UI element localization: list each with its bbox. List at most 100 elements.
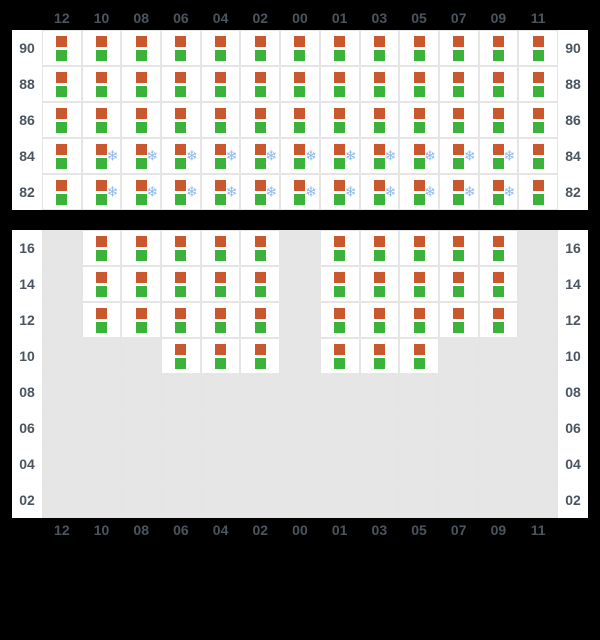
slot-cell[interactable] [439, 302, 479, 338]
slot-cell[interactable] [360, 230, 400, 266]
slot-cell[interactable] [82, 102, 122, 138]
slot-cell[interactable] [42, 66, 82, 102]
slot-cell[interactable] [360, 302, 400, 338]
slot-cell[interactable]: ❄ [320, 138, 360, 174]
slot-cell[interactable] [360, 66, 400, 102]
slot-cell[interactable] [82, 30, 122, 66]
slot-cell[interactable]: ❄ [240, 138, 280, 174]
slot-cell[interactable] [121, 266, 161, 302]
slot-cell[interactable] [121, 102, 161, 138]
slot-cell[interactable] [360, 338, 400, 374]
slot-cell[interactable] [479, 30, 519, 66]
slot-cell[interactable] [360, 102, 400, 138]
slot-cell[interactable] [518, 174, 558, 210]
slot-cell[interactable]: ❄ [399, 138, 439, 174]
slot-cell[interactable] [518, 138, 558, 174]
slot-cell[interactable] [399, 66, 439, 102]
slot-cell[interactable]: ❄ [240, 174, 280, 210]
slot-cell[interactable] [280, 102, 320, 138]
slot-cell[interactable]: ❄ [82, 138, 122, 174]
slot-cell[interactable] [121, 230, 161, 266]
slot-cell[interactable] [240, 266, 280, 302]
slot-cell[interactable]: ❄ [360, 174, 400, 210]
slot-cell[interactable]: ❄ [439, 174, 479, 210]
slot-cell[interactable] [82, 66, 122, 102]
slot-cell[interactable] [360, 30, 400, 66]
slot-cell[interactable] [201, 266, 241, 302]
slot-cell[interactable] [201, 302, 241, 338]
slot-cell[interactable]: ❄ [439, 138, 479, 174]
slot-cell[interactable] [161, 102, 201, 138]
slot-cell[interactable] [161, 302, 201, 338]
slot-cell[interactable]: ❄ [399, 174, 439, 210]
slot-cell[interactable] [399, 102, 439, 138]
slot-cell[interactable] [280, 66, 320, 102]
slot-cell[interactable] [280, 30, 320, 66]
slot-cell[interactable] [320, 230, 360, 266]
slot-cell[interactable] [320, 30, 360, 66]
slot-cell[interactable]: ❄ [479, 174, 519, 210]
slot-cell[interactable]: ❄ [161, 138, 201, 174]
slot-cell[interactable] [399, 230, 439, 266]
slot-cell[interactable] [201, 102, 241, 138]
slot-cell[interactable] [42, 30, 82, 66]
slot-cell[interactable] [320, 266, 360, 302]
slot-cell[interactable]: ❄ [320, 174, 360, 210]
slot-cell[interactable] [82, 230, 122, 266]
slot-cell[interactable] [121, 30, 161, 66]
slot-cell[interactable] [201, 230, 241, 266]
slot-cell[interactable]: ❄ [201, 138, 241, 174]
slot-cell[interactable] [201, 338, 241, 374]
slot-cell[interactable] [439, 230, 479, 266]
slot-cell[interactable] [439, 30, 479, 66]
slot-cell[interactable] [161, 230, 201, 266]
slot-cell[interactable] [201, 30, 241, 66]
slot-cell[interactable] [240, 66, 280, 102]
slot-cell[interactable] [121, 66, 161, 102]
slot-cell[interactable]: ❄ [280, 174, 320, 210]
slot-cell[interactable] [360, 266, 400, 302]
slot-cell[interactable]: ❄ [121, 138, 161, 174]
slot-cell[interactable]: ❄ [161, 174, 201, 210]
slot-cell[interactable] [161, 30, 201, 66]
slot-cell[interactable] [439, 266, 479, 302]
slot-cell[interactable] [399, 302, 439, 338]
slot-cell[interactable] [439, 102, 479, 138]
slot-cell[interactable] [240, 30, 280, 66]
slot-cell[interactable] [82, 266, 122, 302]
slot-cell[interactable] [42, 138, 82, 174]
slot-cell[interactable] [479, 102, 519, 138]
slot-cell[interactable] [320, 66, 360, 102]
slot-cell[interactable] [121, 302, 161, 338]
slot-cell[interactable]: ❄ [280, 138, 320, 174]
slot-cell[interactable]: ❄ [479, 138, 519, 174]
slot-cell[interactable] [240, 230, 280, 266]
slot-cell[interactable] [320, 302, 360, 338]
slot-cell[interactable] [320, 338, 360, 374]
slot-cell[interactable] [479, 302, 519, 338]
slot-cell[interactable] [161, 338, 201, 374]
slot-cell[interactable] [240, 338, 280, 374]
slot-cell[interactable] [201, 66, 241, 102]
slot-cell[interactable]: ❄ [121, 174, 161, 210]
slot-cell[interactable] [240, 302, 280, 338]
slot-cell[interactable] [399, 30, 439, 66]
slot-cell[interactable] [518, 30, 558, 66]
slot-cell[interactable] [42, 174, 82, 210]
slot-cell[interactable] [161, 66, 201, 102]
slot-cell[interactable] [82, 302, 122, 338]
slot-cell[interactable] [518, 102, 558, 138]
slot-cell[interactable]: ❄ [82, 174, 122, 210]
slot-cell[interactable] [479, 266, 519, 302]
slot-cell[interactable] [399, 266, 439, 302]
slot-cell[interactable] [439, 66, 479, 102]
slot-cell[interactable] [479, 66, 519, 102]
slot-cell[interactable]: ❄ [360, 138, 400, 174]
slot-cell[interactable] [320, 102, 360, 138]
slot-cell[interactable]: ❄ [201, 174, 241, 210]
slot-cell[interactable] [399, 338, 439, 374]
slot-cell[interactable] [42, 102, 82, 138]
slot-cell[interactable] [161, 266, 201, 302]
slot-cell[interactable] [518, 66, 558, 102]
slot-cell[interactable] [479, 230, 519, 266]
